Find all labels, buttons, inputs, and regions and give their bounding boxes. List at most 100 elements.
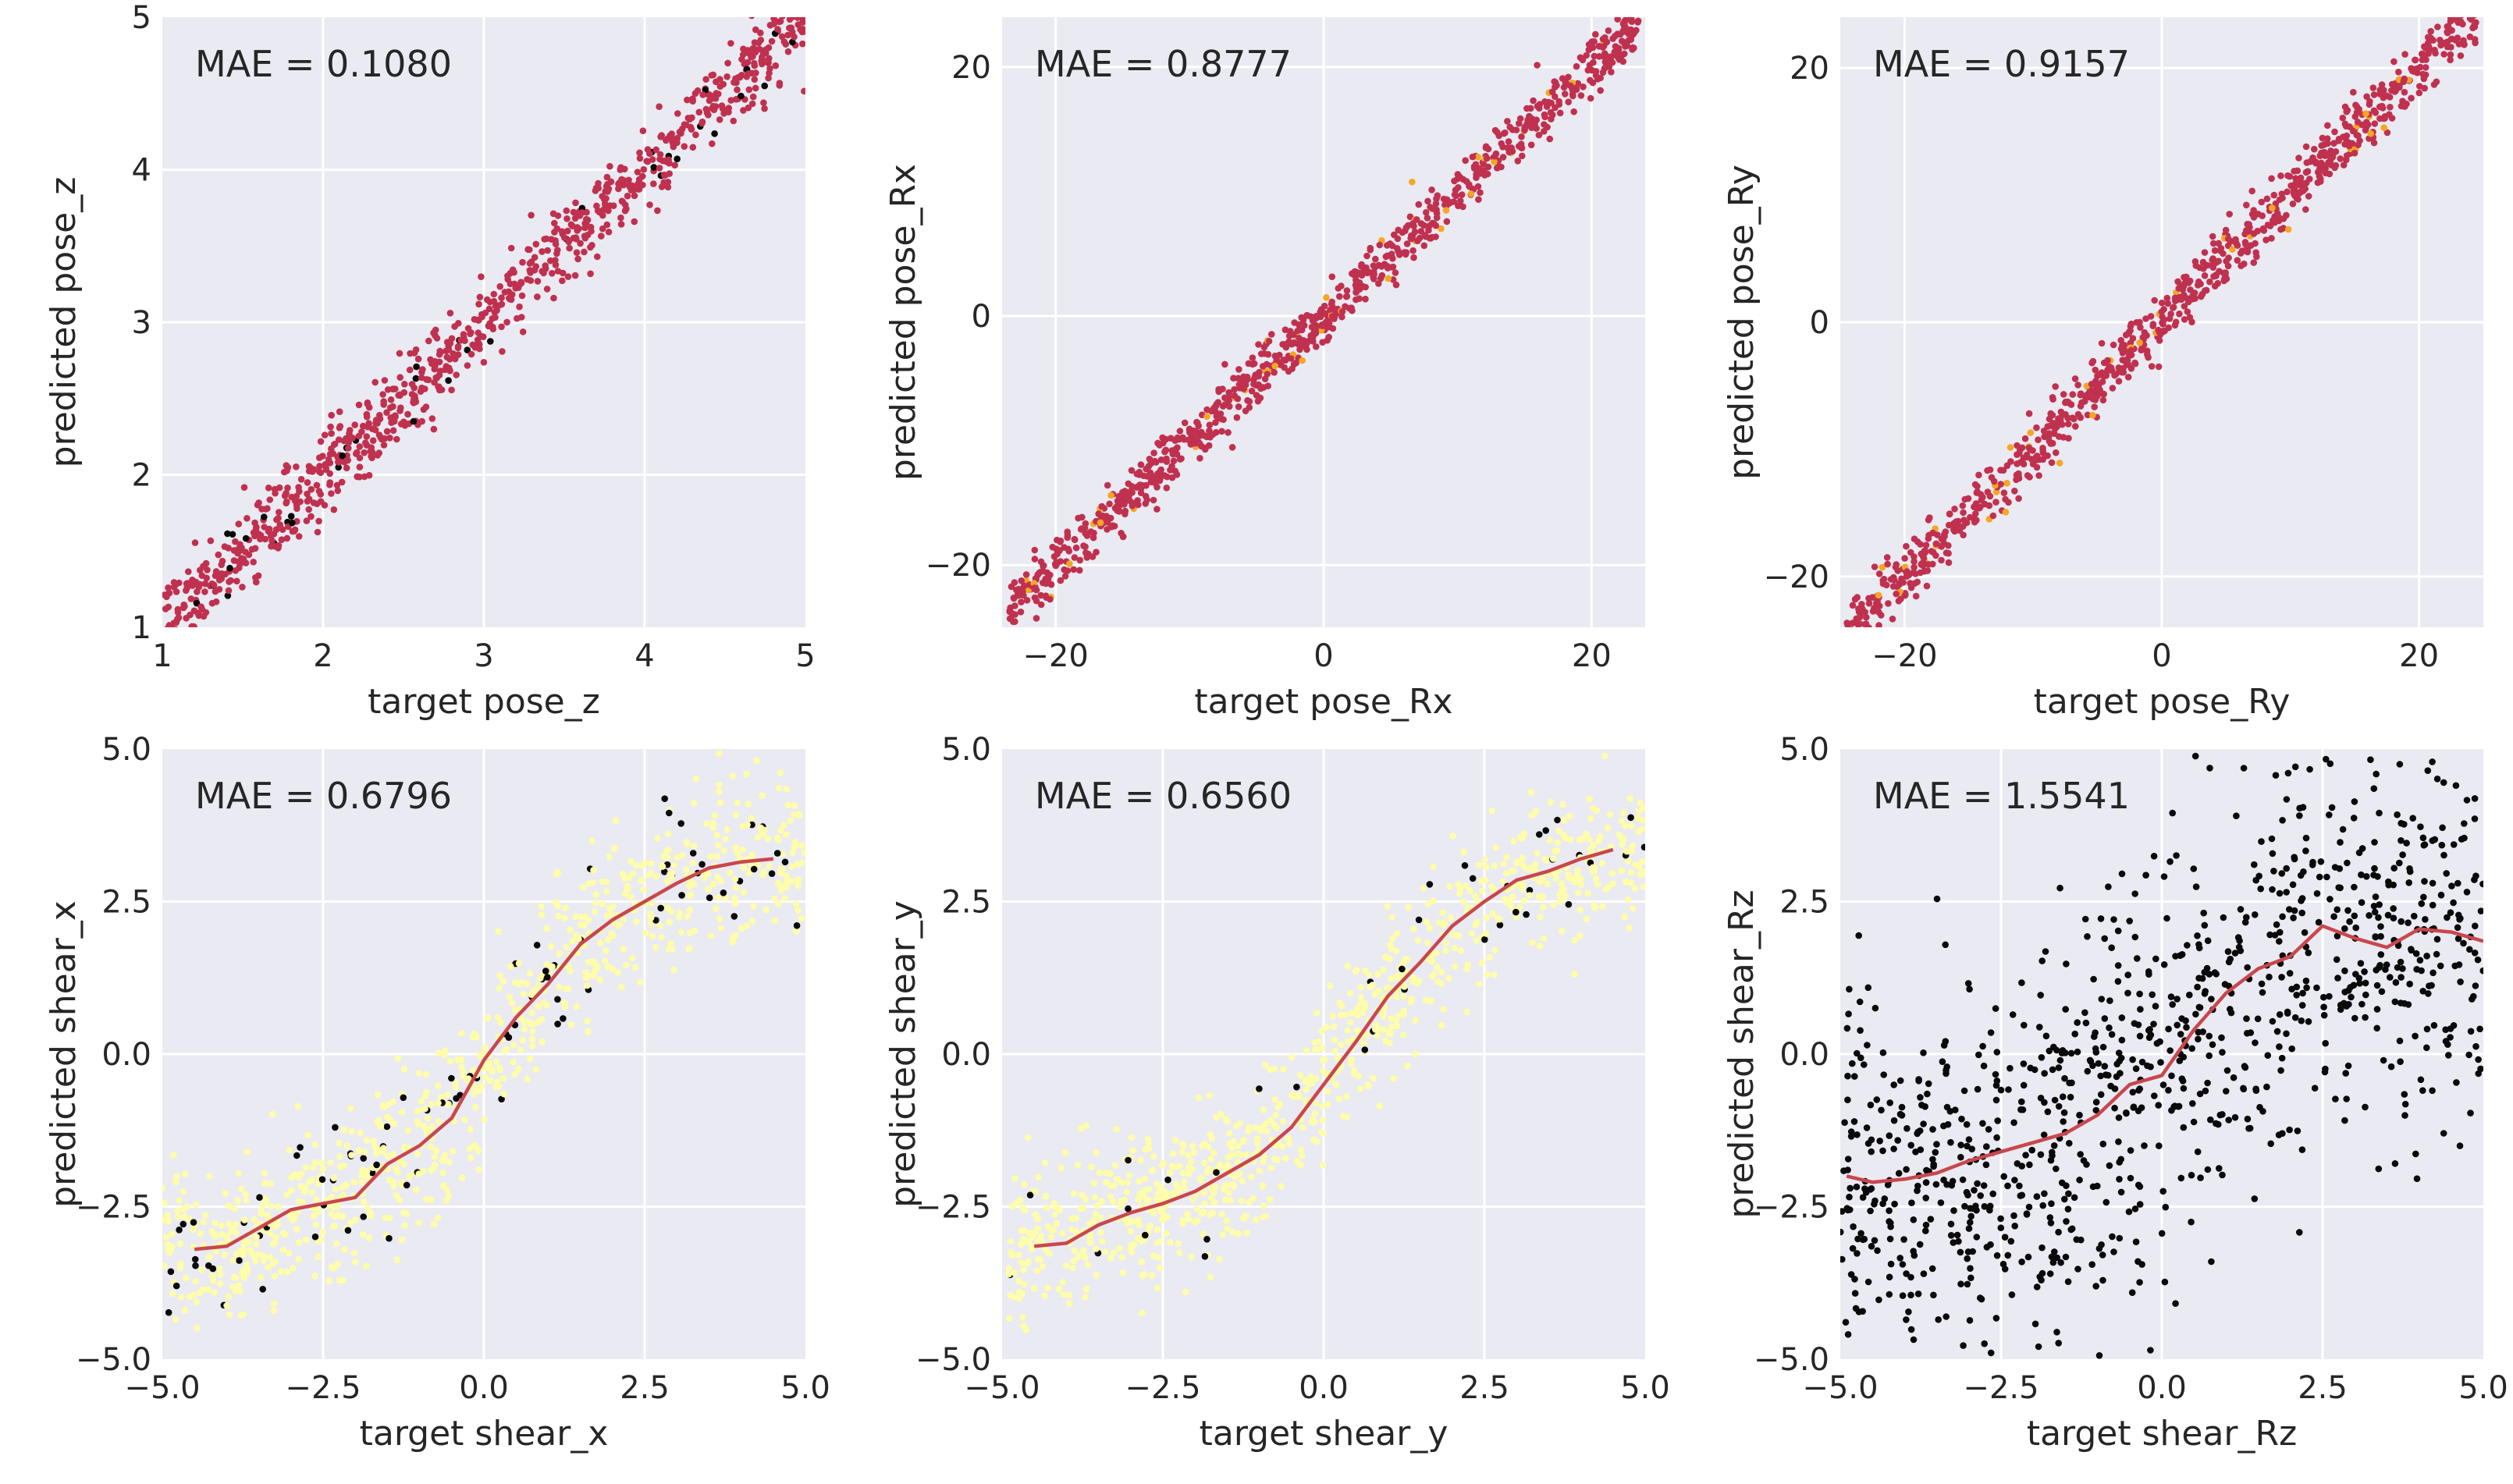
scatter-point <box>1973 1234 1981 1241</box>
scatter-point <box>1082 543 1089 551</box>
scatter-point <box>1449 833 1457 840</box>
scatter-point <box>206 1173 213 1180</box>
scatter-point <box>511 1070 518 1078</box>
scatter-point <box>440 1156 447 1163</box>
scatter-point <box>339 1276 347 1284</box>
scatter-point <box>2471 815 2479 822</box>
scatter-point <box>1111 1249 1118 1256</box>
scatter-point <box>1892 563 1900 571</box>
scatter-point <box>269 1260 277 1267</box>
scatter-point <box>1282 340 1289 348</box>
scatter-point <box>2226 211 2233 218</box>
scatter-point <box>1035 1173 1043 1181</box>
scatter-point <box>1127 1227 1135 1235</box>
scatter-point <box>293 502 300 509</box>
scatter-point <box>415 1070 422 1077</box>
scatter-point <box>1907 1273 1914 1281</box>
scatter-point <box>1576 932 1584 939</box>
scatter-point <box>404 410 411 418</box>
scatter-point <box>162 1234 170 1241</box>
scatter-point <box>725 108 732 115</box>
scatter-point <box>1181 1184 1188 1191</box>
scatter-point <box>1255 381 1262 389</box>
scatter-point <box>1963 1188 1971 1196</box>
scatter-point <box>361 1149 368 1156</box>
scatter-point <box>1299 337 1307 344</box>
scatter-point <box>1074 1161 1082 1169</box>
scatter-point <box>2150 853 2158 860</box>
scatter-point <box>761 105 768 112</box>
scatter-point <box>1449 931 1456 938</box>
scatter-point <box>745 70 752 77</box>
scatter-point <box>1863 629 1870 636</box>
scatter-point <box>217 1280 224 1287</box>
scatter-point <box>1384 252 1391 260</box>
scatter-point <box>1317 1128 1325 1136</box>
scatter-point <box>585 880 592 887</box>
scatter-point <box>1629 842 1637 850</box>
scatter-point <box>663 137 670 144</box>
scatter-point <box>599 900 606 907</box>
scatter-point <box>418 368 425 376</box>
scatter-point <box>2276 889 2284 897</box>
scatter-point <box>1403 240 1411 247</box>
scatter-point <box>1594 881 1601 888</box>
scatter-point <box>226 578 233 585</box>
scatter-point <box>1236 1170 1243 1177</box>
scatter-point <box>1491 153 1498 160</box>
scatter-point <box>1331 1036 1338 1044</box>
scatter-point <box>1401 983 1408 990</box>
scatter-point <box>713 78 720 86</box>
scatter-point <box>1043 569 1050 577</box>
scatter-point <box>443 347 450 355</box>
scatter-point <box>1211 1184 1219 1191</box>
scatter-point <box>2344 107 2351 114</box>
scatter-point <box>1875 591 1882 599</box>
scatter-point <box>180 1220 187 1228</box>
scatter-point <box>2047 1220 2055 1227</box>
scatter-point <box>2018 444 2026 452</box>
scatter-point <box>261 513 268 520</box>
scatter-point <box>389 1178 397 1186</box>
scatter-point <box>2394 964 2401 971</box>
scatter-point <box>555 912 562 920</box>
scatter-point <box>1128 1218 1136 1226</box>
scatter-point <box>2102 372 2110 379</box>
scatter-point <box>1857 1230 1864 1237</box>
scatter-point <box>232 538 239 545</box>
scatter-point <box>787 0 794 7</box>
scatter-point <box>1116 1244 1123 1251</box>
scatter-point <box>1125 1172 1133 1179</box>
scatter-point <box>1020 1266 1027 1273</box>
scatter-point <box>529 1028 536 1035</box>
scatter-point <box>2264 1052 2272 1059</box>
scatter-point <box>1298 1152 1306 1159</box>
scatter-point <box>1428 186 1435 193</box>
scatter-point <box>1986 466 1994 474</box>
scatter-point <box>1857 620 1864 627</box>
scatter-point <box>431 1153 438 1160</box>
scatter-point <box>791 33 798 41</box>
scatter-point <box>1156 474 1163 481</box>
scatter-point <box>181 1306 188 1314</box>
scatter-point <box>2182 1017 2189 1024</box>
y-axis-label: predicted pose_z <box>44 177 84 468</box>
scatter-point <box>1548 115 1555 122</box>
scatter-point <box>1262 1120 1270 1127</box>
scatter-point <box>2346 918 2353 925</box>
scatter-point <box>182 650 189 657</box>
scatter-point <box>1960 1087 1968 1095</box>
scatter-point <box>2273 921 2280 928</box>
scatter-point <box>581 248 588 256</box>
scatter-point <box>1577 92 1585 99</box>
scatter-point <box>2149 991 2156 999</box>
scatter-point <box>759 792 766 799</box>
scatter-point <box>705 886 712 893</box>
scatter-point <box>435 1099 442 1107</box>
scatter-point <box>1193 1205 1200 1212</box>
scatter-point <box>1008 583 1015 591</box>
scatter-point <box>1473 937 1480 944</box>
scatter-point <box>164 1212 171 1220</box>
scatter-point <box>2242 240 2249 248</box>
